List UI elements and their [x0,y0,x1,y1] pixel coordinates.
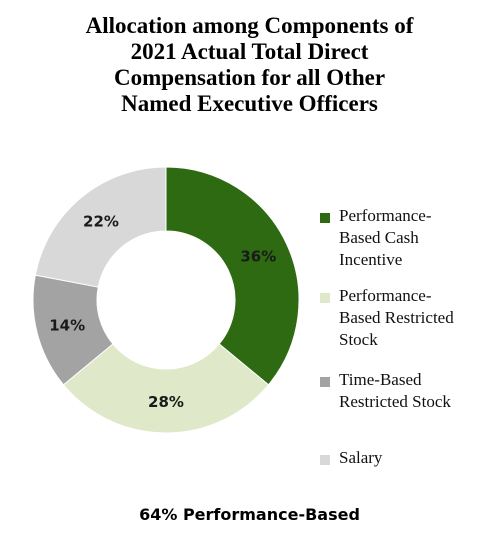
chart-title-line-1: Allocation among Components of [85,13,414,38]
chart-title-line-3: Compensation for all Other [113,65,386,90]
donut-slice-1 [165,166,300,386]
legend-label-3: Time-Based Restricted Stock [339,370,451,411]
donut-slice-2 [62,343,270,434]
chart-title: Allocation among Components of 2021 Actu… [0,13,499,117]
legend-label-4: Salary [339,448,383,467]
legend-label-2: Performance- Based Restricted Stock [339,286,454,349]
performance-based-summary: 64% Performance-Based [139,505,360,524]
chart-title-line-4: Named Executive Officers [121,91,378,116]
slice-data-label-4: 22% [83,212,119,230]
slice-data-label-3: 14% [49,316,85,334]
legend-swatch-3 [320,377,330,387]
chart-title-line-2: 2021 Actual Total Direct [130,39,369,64]
slice-data-label-1: 36% [240,248,276,266]
legend-label-1: Performance- Based Cash Incentive [339,206,432,269]
legend-swatch-2 [320,293,330,303]
slice-data-label-2: 28% [148,393,184,411]
legend-swatch-4 [320,455,330,465]
legend-swatch-1 [320,213,330,223]
donut-slice-4 [34,166,167,288]
